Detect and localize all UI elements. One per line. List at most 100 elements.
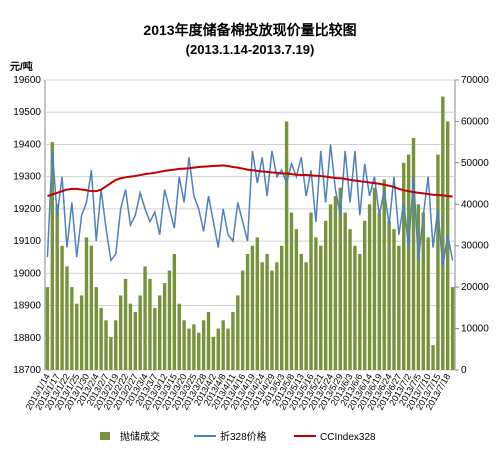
bar: [270, 270, 274, 370]
bar: [177, 303, 181, 370]
bar: [55, 204, 59, 370]
bar: [211, 336, 216, 370]
bar: [362, 220, 367, 370]
y-tick-label: 19200: [13, 204, 41, 215]
bar: [162, 283, 167, 370]
bar: [304, 262, 308, 370]
bar: [206, 312, 211, 370]
bar: [172, 254, 177, 370]
legend-label: 折328价格: [220, 430, 267, 443]
bar: [441, 96, 445, 371]
bar: [348, 229, 352, 370]
chart-subtitle: (2013.1.14-2013.7.19): [186, 42, 315, 57]
y-tick-label: 19000: [13, 268, 41, 279]
y-tick-label: 19300: [13, 172, 41, 183]
y2-tick-label: 40000: [461, 199, 489, 210]
bar: [94, 287, 98, 370]
plot-area: [44, 79, 456, 371]
y-axis-label: 元/吨: [10, 60, 33, 73]
bar: [382, 179, 386, 370]
bar: [421, 212, 425, 370]
bar: [201, 320, 206, 370]
bar: [319, 245, 323, 370]
bar: [123, 278, 128, 370]
bar: [294, 229, 299, 370]
legend-label: CCIndex328: [320, 432, 376, 443]
bar: [221, 320, 225, 370]
bar: [216, 328, 220, 370]
y2-tick-label: 60000: [461, 116, 489, 127]
bar: [353, 245, 357, 370]
bar: [265, 254, 269, 370]
y-tick-label: 19100: [13, 236, 41, 247]
bar: [426, 237, 430, 370]
bar: [436, 154, 440, 370]
bar: [299, 254, 303, 370]
line: [47, 164, 453, 198]
bar: [431, 345, 435, 370]
bar: [358, 254, 362, 370]
y2-tick-label: 30000: [461, 241, 489, 252]
y-tick-label: 18900: [13, 301, 41, 312]
bar: [114, 320, 118, 370]
bar: [75, 303, 79, 370]
bar: [372, 187, 377, 370]
bar: [289, 212, 294, 370]
bar: [387, 220, 391, 370]
bar: [343, 212, 347, 370]
bar: [70, 287, 74, 370]
y2-tick-label: 50000: [461, 158, 489, 169]
y2-tick-label: 70000: [461, 75, 489, 86]
bar: [338, 187, 343, 370]
bar: [60, 245, 64, 370]
y-tick-label: 19400: [13, 139, 41, 150]
bar: [236, 295, 240, 370]
bar: [255, 237, 260, 370]
bar: [138, 295, 142, 370]
bar: [65, 266, 69, 370]
bar: [118, 295, 123, 370]
bar: [377, 212, 382, 370]
y2-tick-label: 10000: [461, 324, 489, 335]
bar: [275, 262, 279, 370]
bar: [104, 320, 108, 370]
bar: [333, 196, 338, 370]
bar: [192, 324, 196, 370]
bar: [197, 332, 201, 370]
bar: [226, 328, 230, 370]
bar: [99, 307, 103, 370]
bar: [109, 336, 113, 370]
bar: [45, 287, 50, 370]
bar: [157, 295, 162, 370]
y-tick-label: 18800: [13, 333, 41, 344]
bar: [392, 229, 396, 370]
line: [46, 144, 454, 268]
bar: [231, 312, 235, 370]
bar: [367, 204, 372, 370]
bar: [402, 162, 406, 370]
y2-tick-label: 0: [461, 365, 467, 376]
y-tick-label: 19600: [13, 75, 41, 86]
bar: [79, 295, 84, 370]
bar: [250, 245, 255, 370]
bar: [89, 245, 94, 370]
bar: [50, 142, 55, 370]
y-tick-label: 18700: [13, 365, 41, 376]
bar: [245, 254, 250, 370]
legend-label: 抛储成交: [120, 430, 160, 443]
y-tick-label: 19500: [13, 107, 41, 118]
bar: [416, 204, 421, 370]
bar: [128, 303, 133, 370]
bar: [323, 220, 328, 370]
bar: [148, 278, 152, 370]
bar: [406, 154, 411, 370]
bar: [328, 204, 333, 370]
bar: [182, 320, 186, 370]
bar: [240, 270, 245, 370]
bar: [143, 266, 147, 370]
bar: [397, 245, 401, 370]
bar: [84, 237, 89, 370]
bar: [445, 121, 450, 370]
y2-tick-label: 20000: [461, 282, 489, 293]
